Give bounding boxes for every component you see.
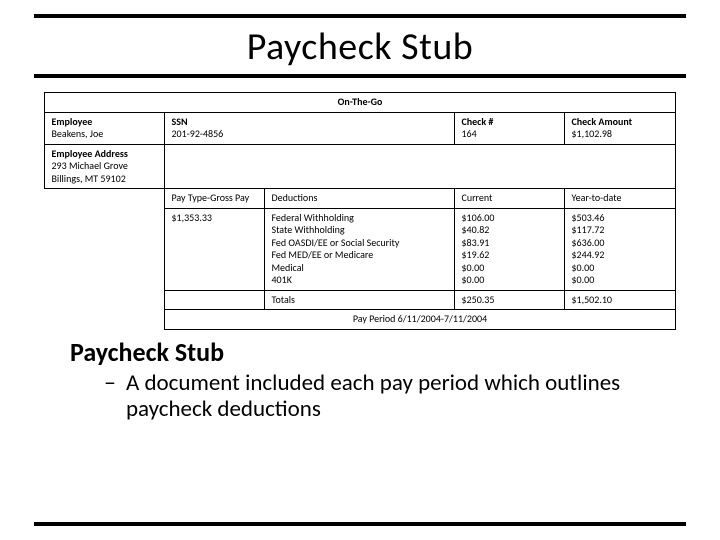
bottom-rule xyxy=(34,522,686,526)
employee-label: Employee xyxy=(51,115,92,128)
address-label: Employee Address xyxy=(51,147,127,160)
address-cell: Employee Address 293 Michael Grove Billi… xyxy=(45,144,165,189)
deduction-current: $106.00 $40.82 $83.91 $19.62 $0.00 $0.00 xyxy=(455,208,565,290)
top-rule xyxy=(34,14,686,18)
address-line2: Billings, MT 59102 xyxy=(51,172,125,185)
col-deductions: Deductions xyxy=(265,189,455,209)
col-ytd: Year-to-date xyxy=(565,189,675,209)
deduction-ytd: $503.46 $117.72 $636.00 $244.92 $0.00 $0… xyxy=(565,208,675,290)
totals-ytd: $1,502.10 xyxy=(565,290,675,310)
col-current: Current xyxy=(455,189,565,209)
ssn-label: SSN xyxy=(171,115,187,128)
totals-current: $250.35 xyxy=(455,290,565,310)
checkamt-cell: Check Amount $1,102.98 xyxy=(565,112,675,144)
slide-title: Paycheck Stub xyxy=(34,24,686,70)
checkno-cell: Check # 164 xyxy=(455,112,565,144)
checkamt-value: $1,102.98 xyxy=(571,127,612,140)
totals-gap xyxy=(165,290,265,310)
ssn-cell: SSN 201-92-4856 xyxy=(165,112,455,144)
checkno-label: Check # xyxy=(461,115,493,128)
title-under-rule xyxy=(34,74,686,78)
employee-name: Beakens, Joe xyxy=(51,127,103,140)
company-header: On-The-Go xyxy=(45,93,675,113)
bullet-text: A document included each pay period whic… xyxy=(126,370,684,423)
address-span-cell xyxy=(165,144,675,189)
bullet-row: – A document included each pay period wh… xyxy=(104,370,684,423)
gross-pay-cell: $1,353.33 xyxy=(165,208,265,290)
ssn-value: 201-92-4856 xyxy=(171,127,223,140)
checkamt-label: Check Amount xyxy=(571,115,632,128)
bullet-dash: – xyxy=(104,370,116,396)
address-line1: 293 Michael Grove xyxy=(51,159,127,172)
checkno-value: 164 xyxy=(461,127,476,140)
col-paytype: Pay Type-Gross Pay xyxy=(165,189,265,209)
employee-cell: Employee Beakens, Joe xyxy=(45,112,165,144)
sub-heading: Paycheck Stub xyxy=(70,336,686,368)
totals-label: Totals xyxy=(265,290,455,310)
paystub-table: On-The-Go Employee Beakens, Joe SSN 201-… xyxy=(44,92,675,330)
pay-period: Pay Period 6/11/2004-7/11/2004 xyxy=(165,310,675,330)
slide: Paycheck Stub On-The-Go Employee Beakens… xyxy=(0,0,720,540)
deduction-names: Federal Withholding State Withholding Fe… xyxy=(265,208,455,290)
left-gap xyxy=(45,189,165,330)
